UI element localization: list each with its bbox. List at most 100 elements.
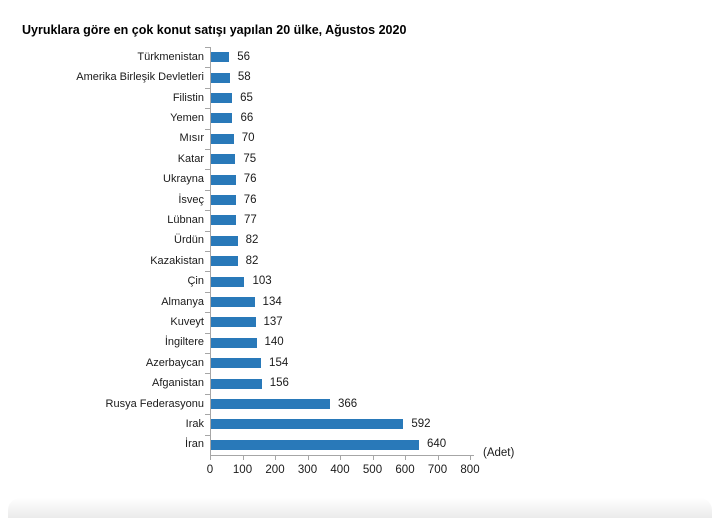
y-axis-line <box>210 47 211 455</box>
y-axis-tick <box>205 47 210 48</box>
x-axis-tick <box>340 455 341 460</box>
y-axis-tick <box>205 87 210 89</box>
x-axis-tick <box>210 455 211 460</box>
value-label: 75 <box>243 152 257 165</box>
category-label: Filistin <box>172 91 204 104</box>
x-axis-tick <box>405 455 406 460</box>
x-axis-tick <box>372 455 374 460</box>
y-axis-tick <box>205 67 210 69</box>
value-label: 65 <box>240 91 253 104</box>
x-axis-tick-label: 400 <box>330 464 350 476</box>
bar <box>211 358 262 369</box>
value-label: 82 <box>245 234 259 247</box>
value-label: 56 <box>237 50 250 63</box>
y-axis-tick <box>205 210 210 212</box>
category-label: Irak <box>185 417 204 430</box>
y-axis-tick <box>205 373 210 375</box>
x-axis-tick <box>242 455 244 460</box>
y-axis-tick <box>205 271 210 273</box>
category-label: İran <box>185 438 204 451</box>
x-axis-tick-label: 700 <box>427 464 448 476</box>
x-axis-unit-label: (Adet) <box>483 447 515 459</box>
value-label: 103 <box>252 275 272 288</box>
x-axis-tick-label: 300 <box>297 464 318 476</box>
y-axis-tick <box>205 149 210 150</box>
category-label: Türkmenistan <box>137 50 204 63</box>
value-label: 70 <box>241 132 255 145</box>
value-label: 137 <box>263 315 283 328</box>
bar <box>211 113 233 124</box>
x-axis-tick-label: 500 <box>362 464 383 476</box>
bar <box>211 195 236 205</box>
category-label: İngiltere <box>164 336 204 349</box>
value-label: 82 <box>245 254 259 267</box>
category-label: Lübnan <box>167 213 204 226</box>
y-axis-tick <box>205 332 210 334</box>
x-axis-tick-label: 100 <box>232 464 253 476</box>
category-label: Ürdün <box>174 234 204 247</box>
y-axis-tick <box>205 414 210 416</box>
category-label: Kazakistan <box>150 254 204 267</box>
footer-band <box>8 498 712 518</box>
x-axis-line <box>210 455 474 456</box>
category-label: Azerbaycan <box>145 356 204 369</box>
category-label: Ukrayna <box>163 173 204 186</box>
value-label: 134 <box>262 295 282 308</box>
bar <box>211 337 257 348</box>
x-axis-tick <box>307 455 309 460</box>
y-axis-tick <box>205 291 210 293</box>
bar <box>211 215 237 226</box>
bar <box>211 72 230 83</box>
value-label: 366 <box>337 397 358 410</box>
x-axis-tick-label: 800 <box>460 464 480 476</box>
value-label: 154 <box>269 356 289 369</box>
category-label: Almanya <box>161 295 204 308</box>
x-axis-tick-label: 600 <box>395 464 415 476</box>
value-label: 58 <box>237 71 251 84</box>
category-label: Rusya Federasyonu <box>105 397 204 410</box>
bar <box>211 378 262 389</box>
bar <box>211 276 245 287</box>
bar <box>211 154 236 165</box>
value-label: 76 <box>243 173 257 186</box>
category-label: Yemen <box>170 111 204 124</box>
bar <box>211 93 233 103</box>
y-axis-tick <box>205 189 210 191</box>
y-axis-tick <box>205 312 210 314</box>
bar <box>211 317 256 328</box>
bar <box>211 133 234 144</box>
value-label: 140 <box>264 336 284 349</box>
value-label: 66 <box>240 111 254 124</box>
category-label: İsveç <box>178 193 204 206</box>
x-axis-tick <box>470 455 471 460</box>
y-axis-tick <box>205 108 210 110</box>
bar <box>211 235 238 246</box>
bar <box>211 297 255 307</box>
value-label: 77 <box>244 213 257 226</box>
value-label: 640 <box>427 438 447 451</box>
y-axis-tick <box>205 128 210 130</box>
category-label: Mısır <box>179 132 204 145</box>
bar <box>211 174 236 185</box>
category-label: Kuveyt <box>170 315 204 328</box>
bar <box>211 399 330 409</box>
value-label: 156 <box>269 377 289 390</box>
x-axis-tick <box>275 455 276 460</box>
bar <box>211 439 419 450</box>
y-axis-tick <box>205 230 210 232</box>
bar <box>211 419 404 430</box>
y-axis-tick <box>205 353 210 354</box>
value-label: 76 <box>243 193 257 206</box>
y-axis-tick <box>205 251 210 252</box>
category-label: Amerika Birleşik Devletleri <box>76 71 204 84</box>
value-label: 592 <box>411 417 431 430</box>
x-axis-tick-label: 0 <box>206 464 214 476</box>
category-label: Çin <box>187 275 204 288</box>
bar <box>211 52 230 63</box>
chart-title: Uyruklara göre en çok konut satışı yapıl… <box>22 23 407 37</box>
x-axis-tick-label: 200 <box>265 464 285 476</box>
y-axis-tick <box>205 393 210 395</box>
y-axis-tick <box>205 434 210 436</box>
category-label: Afganistan <box>152 377 204 390</box>
